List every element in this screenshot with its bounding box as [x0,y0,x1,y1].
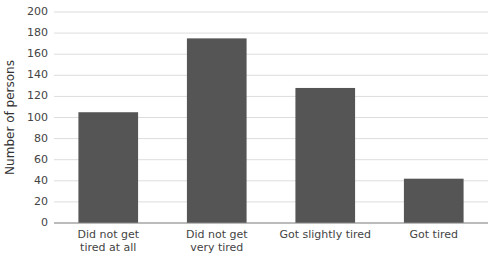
x-tick-label: Did not getvery tired [186,228,248,254]
grid-line [54,12,488,13]
bar [404,179,464,223]
grid-line [54,96,488,97]
y-axis-label: Number of persons [3,60,17,175]
bars [78,38,463,223]
bar [78,112,138,223]
grid-line [54,54,488,55]
y-tick-label: 160 [27,47,48,60]
x-tick-label-line: Got slightly tired [279,228,371,241]
x-tick-label: Did not gettired at all [77,228,139,254]
y-tick-label: 180 [27,26,48,39]
x-ticks: Did not gettired at allDid not getvery t… [77,228,458,254]
x-tick-label-line: tired at all [80,241,136,254]
y-ticks: 0 20 40 60 80 100 120 140 160 180 200 [27,5,48,229]
chart-container: 020406080100120140160180200Did not getti… [0,0,500,265]
grid [54,12,488,223]
x-tick-label: Got tired [410,228,458,241]
y-tick-label: 40 [34,174,48,187]
x-tick-label-line: very tired [190,241,243,254]
y-tick-label: 20 [34,195,48,208]
x-axis-line [54,223,488,224]
x-tick-label: Got slightly tired [279,228,371,241]
chart-svg: 020406080100120140160180200Did not getti… [0,0,500,265]
bar [187,38,247,223]
bar [295,88,355,223]
x-tick-label-line: Did not get [77,228,139,241]
y-tick-label: 200 [27,5,48,18]
x-tick-label-line: Got tired [410,228,458,241]
grid-line [54,33,488,34]
y-tick-label: 80 [34,132,48,145]
y-tick-label: 120 [27,89,48,102]
grid-line [54,223,488,224]
y-tick-label: 0 [41,216,48,229]
y-tick-label: 140 [27,68,48,81]
grid-line [54,75,488,76]
x-tick-label-line: Did not get [186,228,248,241]
y-tick-label: 100 [27,111,48,124]
y-tick-label: 60 [34,153,48,166]
